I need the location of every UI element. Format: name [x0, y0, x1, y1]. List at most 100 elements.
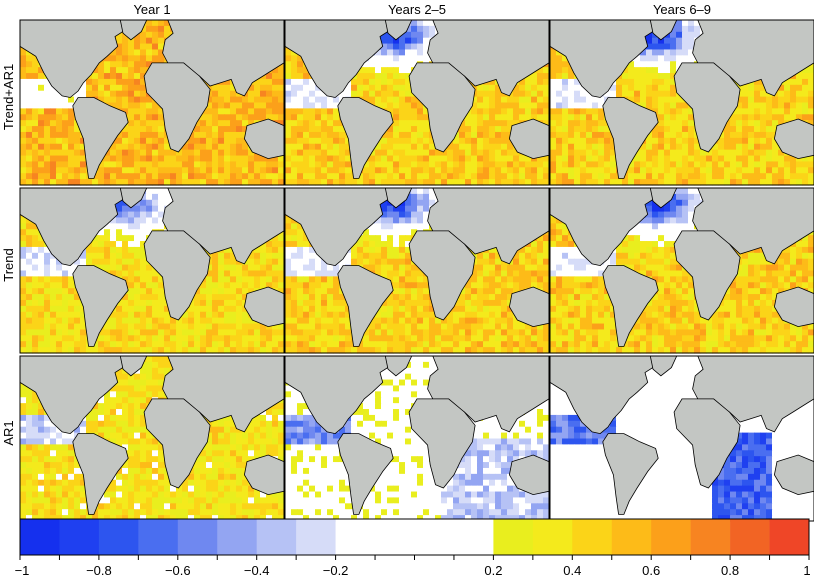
anomaly-cell [411, 137, 418, 145]
anomaly-cell [712, 167, 719, 174]
anomaly-cell [652, 108, 659, 115]
anomaly-cell [754, 84, 761, 92]
anomaly-cell [152, 120, 159, 127]
anomaly-cell [116, 329, 123, 336]
anomaly-cell [116, 78, 123, 86]
anomaly-cell [321, 161, 328, 168]
anomaly-cell [20, 311, 27, 319]
anomaly-cell [212, 276, 219, 283]
anomaly-cell [218, 102, 225, 109]
anomaly-cell [369, 161, 376, 168]
anomaly-cell [50, 155, 57, 163]
anomaly-cell [513, 155, 520, 163]
anomaly-cell [417, 161, 424, 168]
anomaly-cell [272, 276, 279, 283]
anomaly-cell [134, 167, 141, 174]
anomaly-cell [586, 167, 593, 174]
anomaly-cell [110, 55, 117, 62]
anomaly-cell [760, 96, 767, 104]
anomaly-cell [140, 84, 147, 92]
anomaly-cell [568, 120, 575, 127]
anomaly-cell [116, 102, 123, 109]
anomaly-cell [285, 108, 292, 115]
anomaly-cell [254, 335, 261, 342]
anomaly-cell [146, 305, 153, 313]
anomaly-cell [688, 126, 695, 133]
anomaly-cell [616, 90, 623, 98]
anomaly-cell [543, 102, 550, 109]
anomaly-cell [206, 276, 213, 283]
anomaly-cell [513, 120, 520, 127]
anomaly-cell [760, 173, 767, 180]
anomaly-cell [525, 108, 532, 115]
anomaly-cell [610, 143, 617, 151]
anomaly-cell [598, 120, 605, 127]
anomaly-cell [110, 96, 117, 104]
anomaly-cell [134, 252, 141, 260]
anomaly-cell [543, 179, 550, 186]
anomaly-cell [272, 246, 279, 254]
anomaly-cell [646, 37, 653, 45]
anomaly-cell [556, 78, 563, 86]
anomaly-cell [248, 84, 255, 92]
anomaly-cell [20, 143, 27, 151]
anomaly-cell [158, 335, 165, 342]
anomaly-cell [754, 149, 761, 157]
anomaly-cell [327, 167, 334, 174]
anomaly-cell [164, 167, 171, 174]
anomaly-cell [682, 108, 689, 115]
anomaly-cell [411, 155, 418, 163]
anomaly-cell [399, 120, 406, 127]
anomaly-cell [447, 155, 454, 163]
anomaly-cell [242, 179, 249, 186]
anomaly-cell [134, 299, 141, 307]
anomaly-cell [122, 96, 129, 104]
anomaly-cell [242, 335, 249, 342]
anomaly-cell [333, 149, 340, 157]
anomaly-cell [483, 137, 490, 145]
anomaly-cell [134, 67, 141, 74]
anomaly-cell [44, 167, 51, 174]
anomaly-cell [20, 179, 27, 186]
anomaly-cell [20, 114, 27, 121]
anomaly-cell [688, 143, 695, 151]
anomaly-cell [423, 188, 430, 195]
anomaly-cell [411, 179, 418, 186]
anomaly-cell [224, 149, 231, 157]
anomaly-cell [453, 179, 460, 186]
anomaly-cell [664, 102, 671, 109]
anomaly-cell [568, 149, 575, 157]
anomaly-cell [158, 305, 165, 313]
anomaly-cell [230, 305, 237, 313]
anomaly-cell [146, 20, 153, 27]
anomaly-cell [38, 282, 45, 289]
anomaly-cell [278, 246, 285, 254]
anomaly-cell [38, 329, 45, 336]
anomaly-cell [122, 329, 129, 336]
anomaly-cell [634, 179, 641, 186]
anomaly-cell [519, 167, 526, 174]
anomaly-cell [278, 90, 285, 98]
anomaly-cell [56, 108, 63, 115]
anomaly-cell [26, 288, 33, 295]
anomaly-cell [489, 78, 496, 86]
anomaly-cell [543, 114, 550, 121]
anomaly-cell [212, 161, 219, 168]
anomaly-cell [206, 161, 213, 168]
anomaly-cell [110, 61, 117, 68]
anomaly-cell [260, 90, 267, 98]
anomaly-cell [760, 126, 767, 133]
anomaly-cell [98, 61, 105, 68]
anomaly-cell [417, 173, 424, 180]
anomaly-cell [74, 305, 81, 313]
anomaly-cell [32, 341, 39, 348]
anomaly-cell [32, 264, 39, 272]
anomaly-cell [369, 84, 376, 92]
anomaly-cell [610, 149, 617, 157]
anomaly-cell [297, 167, 304, 174]
anomaly-cell [387, 102, 394, 109]
anomaly-cell [20, 49, 27, 56]
anomaly-cell [664, 137, 671, 145]
anomaly-cell [146, 335, 153, 342]
anomaly-cell [634, 149, 641, 157]
